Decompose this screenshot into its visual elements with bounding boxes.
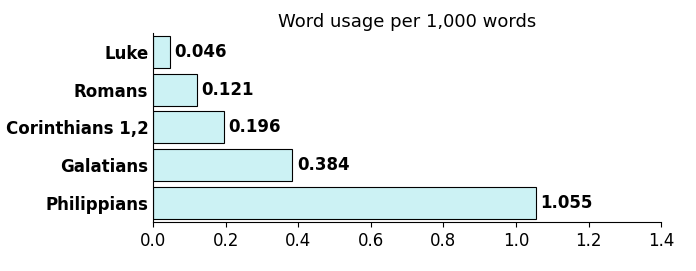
Bar: [153, 74, 197, 106]
Bar: [153, 36, 170, 68]
Bar: [153, 111, 224, 143]
Text: 0.384: 0.384: [296, 156, 349, 174]
Bar: [153, 187, 536, 219]
Text: 0.046: 0.046: [174, 43, 227, 61]
Bar: [153, 149, 292, 181]
Text: 0.121: 0.121: [201, 81, 254, 99]
Text: 0.196: 0.196: [228, 118, 281, 136]
Text: 1.055: 1.055: [540, 193, 593, 212]
Title: Word usage per 1,000 words: Word usage per 1,000 words: [278, 13, 537, 31]
